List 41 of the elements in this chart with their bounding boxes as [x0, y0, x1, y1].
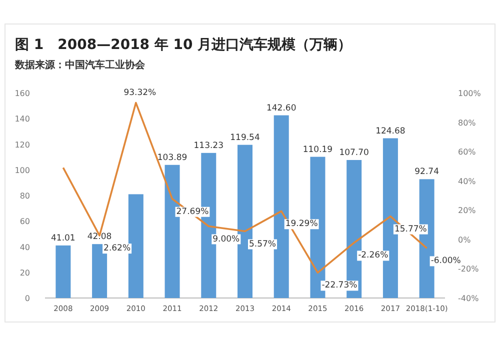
- data-label: 142.60: [266, 103, 296, 114]
- y-tick-label: 60: [20, 217, 30, 226]
- data-label: 119.54: [230, 132, 260, 143]
- chart-subtitle: 数据来源：中国汽车工业协会: [14, 59, 146, 71]
- data-label: 5.57%: [249, 239, 276, 250]
- data-label: -6.00%: [430, 256, 461, 266]
- y-tick-label: 100: [14, 166, 30, 175]
- data-label: 19.29%: [285, 219, 318, 230]
- y2-tick-label: -40%: [458, 294, 480, 303]
- data-label: 42.08: [87, 232, 112, 242]
- y2-tick-label: 40%: [458, 176, 476, 186]
- y-tick-label: 80: [20, 192, 30, 200]
- y-tick-label: 160: [14, 89, 30, 98]
- data-label: 93.32%: [124, 88, 156, 98]
- y-tick-label: 40: [20, 242, 30, 252]
- y-tick-label: 120: [14, 140, 30, 150]
- y2-tick-label: 100%: [458, 89, 482, 98]
- y2-tick-label: 60%: [458, 148, 476, 157]
- data-label: 110.19: [302, 144, 333, 155]
- y2-tick-label: 80%: [458, 118, 476, 128]
- y-tick-label: 0: [24, 294, 30, 303]
- data-label: 103.89: [157, 152, 188, 163]
- chart-title: 图 1 2008—2018 年 10 月进口汽车规模（万辆）: [15, 36, 352, 53]
- data-label: 27.69%: [176, 206, 209, 217]
- y2-tick-label: 0%: [458, 235, 472, 244]
- y-tick-label: 140: [14, 114, 30, 124]
- data-label: 92.74: [414, 167, 439, 178]
- y-tick-label: 20: [20, 268, 30, 278]
- data-label: 124.68: [376, 126, 406, 136]
- bar: [56, 245, 71, 298]
- data-label: -2.26%: [358, 250, 388, 261]
- data-label: 113.23: [194, 140, 224, 151]
- y2-tick-label: -20%: [458, 264, 480, 274]
- bar: [128, 194, 144, 298]
- data-label: -22.73%: [322, 280, 358, 291]
- data-label: 107.70: [339, 148, 369, 158]
- data-label: 41.01: [51, 233, 76, 244]
- data-label: 9.00%: [212, 234, 240, 244]
- data-label: 2.62%: [104, 244, 131, 254]
- data-label: 15.77%: [394, 224, 427, 234]
- y2-tick-label: 20%: [458, 206, 476, 216]
